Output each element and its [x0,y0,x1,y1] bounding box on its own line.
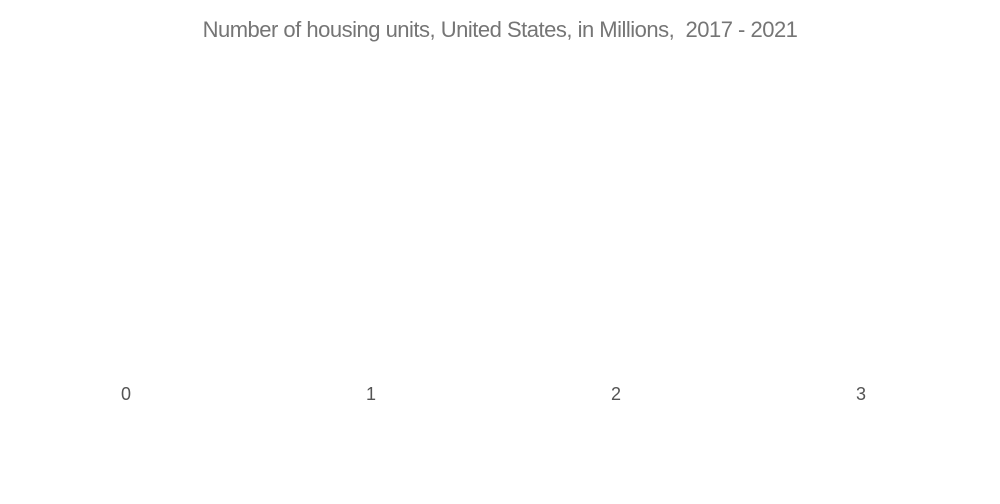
x-axis-tick-label-1: 1 [365,384,377,404]
x-axis-tick-label-3: 3 [855,384,867,404]
x-axis-tick-label-2: 2 [610,384,622,404]
chart-title: Number of housing units, United States, … [202,17,798,42]
x-axis: 0 1 2 3 [0,381,1000,407]
x-axis-tick-label-0: 0 [120,384,132,404]
plot-area [126,60,861,375]
